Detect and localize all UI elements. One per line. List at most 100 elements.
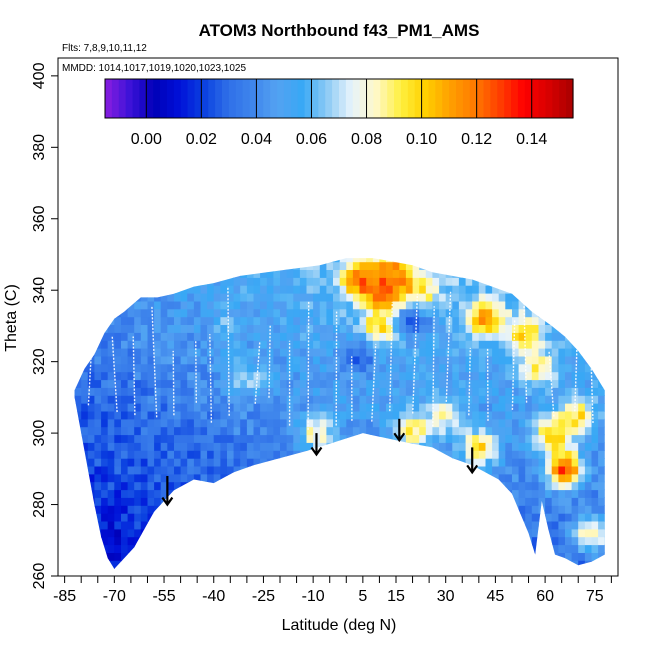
colorbar-segment — [538, 79, 547, 118]
heat-cell — [213, 528, 221, 538]
heat-cell — [445, 481, 453, 491]
heat-cell — [253, 528, 261, 538]
heat-cell — [319, 497, 327, 506]
heat-cell — [174, 528, 182, 538]
heat-cell — [366, 560, 374, 569]
heat-cell — [134, 536, 142, 546]
heat-cell — [101, 466, 109, 475]
heat-cell — [571, 340, 579, 349]
heat-cell — [174, 403, 182, 412]
heat-cell — [160, 395, 168, 404]
heat-cell — [313, 505, 321, 514]
heat-cell — [498, 293, 506, 302]
heat-cell — [180, 466, 188, 475]
heat-cell — [266, 371, 274, 381]
heat-cell — [74, 285, 75, 294]
heat-cell — [167, 521, 175, 530]
heat-cell — [213, 450, 221, 459]
heat-cell — [472, 426, 480, 436]
heat-cell — [333, 316, 341, 325]
heat-cell — [366, 505, 374, 514]
heat-cell — [386, 277, 394, 286]
heat-cell — [392, 552, 400, 561]
heat-cell — [121, 505, 129, 514]
heat-cell — [87, 308, 95, 318]
heat-cell — [273, 258, 281, 263]
heat-cell — [399, 552, 407, 561]
heat-cell — [246, 355, 254, 365]
heat-cell — [525, 379, 533, 388]
heat-cell — [525, 426, 533, 436]
heat-cell — [359, 403, 367, 412]
heat-cell — [339, 258, 347, 263]
heat-cell — [465, 261, 473, 270]
heat-cell — [101, 340, 109, 349]
heat-cell — [101, 258, 109, 263]
heat-cell — [220, 246, 227, 254]
heat-cell — [213, 308, 221, 318]
heat-cell — [313, 466, 321, 475]
heat-cell — [207, 300, 215, 310]
heat-cell — [207, 308, 215, 318]
colorbar-segment — [421, 79, 430, 118]
heat-cell — [379, 332, 387, 341]
heat-cell — [458, 568, 466, 569]
heat-cell — [87, 528, 95, 538]
heat-cell — [147, 261, 155, 270]
heat-cell — [531, 473, 539, 483]
heat-cell — [127, 300, 135, 310]
heat-cell — [419, 246, 426, 254]
heat-cell — [114, 395, 122, 404]
heat-cell — [266, 521, 274, 530]
heat-cell — [280, 277, 288, 286]
heat-cell — [107, 568, 115, 569]
y-tick-label: 280 — [31, 491, 48, 518]
heat-cell — [531, 513, 539, 522]
heat-cell — [505, 371, 513, 381]
heat-cell — [359, 285, 367, 294]
heat-cell — [299, 363, 307, 373]
heat-cell — [366, 466, 374, 475]
heat-cell — [392, 521, 400, 530]
heat-cell — [465, 387, 473, 396]
heat-cell — [478, 513, 486, 522]
heat-cell — [193, 261, 201, 270]
heat-cell — [200, 300, 208, 310]
heat-cell — [160, 348, 168, 357]
heat-cell — [227, 434, 235, 443]
heat-cell — [299, 387, 307, 396]
flight-track — [522, 285, 528, 403]
heat-cell — [339, 544, 347, 553]
heat-cell — [187, 269, 195, 278]
heat-cell — [578, 513, 586, 522]
heat-cell — [565, 355, 573, 365]
plot-frame — [57, 57, 619, 577]
heat-cell — [74, 379, 82, 388]
heat-cell — [114, 246, 121, 254]
heat-cell — [74, 442, 75, 451]
heat-cell — [81, 473, 89, 483]
heat-cell — [425, 285, 433, 294]
heat-cell — [319, 536, 327, 546]
heat-cell — [571, 363, 579, 373]
heat-cell — [498, 403, 506, 412]
heat-cell — [286, 348, 294, 357]
heat-cell — [565, 521, 573, 530]
heat-cell — [333, 348, 341, 357]
heat-cell — [74, 450, 75, 459]
heat-cell — [432, 261, 440, 270]
heat-cell — [412, 568, 420, 569]
heat-cell — [598, 544, 605, 553]
heat-cell — [386, 528, 394, 538]
heat-cell — [465, 258, 473, 263]
heat-cell — [207, 426, 215, 436]
arrow-marker — [310, 433, 323, 457]
heat-cell — [180, 300, 188, 310]
heat-cell — [293, 387, 301, 396]
heat-cell — [472, 332, 480, 341]
heat-cell — [326, 363, 334, 373]
heat-cell — [352, 348, 360, 357]
heat-cell — [306, 285, 314, 294]
heat-cell — [439, 544, 447, 553]
heat-cell — [432, 568, 440, 569]
